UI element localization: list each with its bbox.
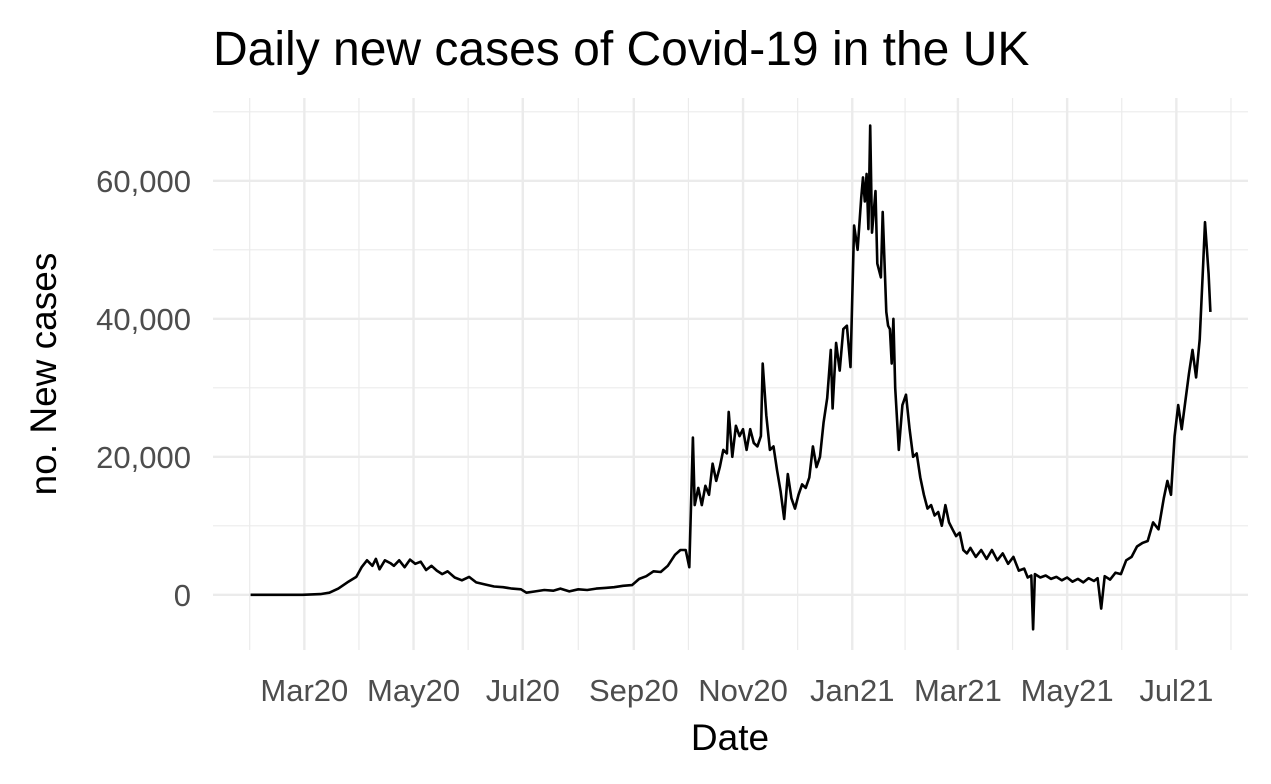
major-grid [213, 98, 1248, 650]
x-tick-label: Nov20 [698, 673, 788, 708]
y-tick-label: 40,000 [96, 302, 191, 337]
y-tick-label: 0 [174, 578, 191, 613]
y-tick-label: 60,000 [96, 164, 191, 199]
series-line-daily-cases [250, 124, 1212, 631]
x-tick-label: May21 [1021, 673, 1114, 708]
x-tick-label: Sep20 [589, 673, 679, 708]
x-axis-ticks: Mar20 May20 Jul20 Sep20 Nov20 Jan21 Mar21 May21… [260, 673, 1213, 708]
x-tick-label: Jan21 [810, 673, 894, 708]
x-tick-label: Mar21 [914, 673, 1002, 708]
chart-title: Daily new cases of Covid-19 in the UK [213, 23, 1029, 76]
x-tick-label: Jul20 [486, 673, 560, 708]
x-tick-label: Mar20 [260, 673, 348, 708]
y-axis-ticks: 0 20,000 40,000 60,000 [96, 164, 191, 613]
y-axis-title: no. New cases [23, 253, 64, 496]
minor-grid [213, 98, 1248, 650]
x-tick-label: Jul21 [1139, 673, 1213, 708]
x-axis-title: Date [691, 717, 769, 758]
y-tick-label: 20,000 [96, 440, 191, 475]
x-tick-label: May20 [367, 673, 460, 708]
